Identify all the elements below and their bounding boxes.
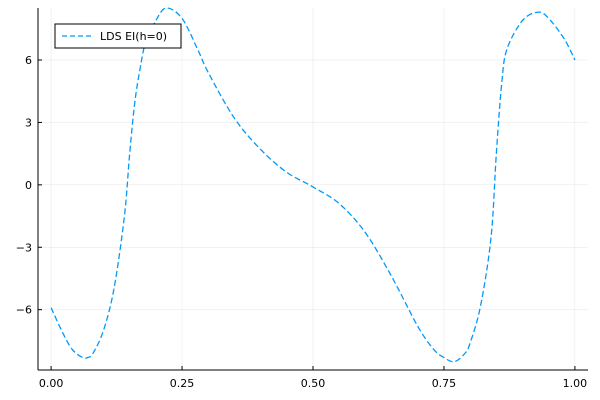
x-tick-labels: 0.00 0.25 0.50 0.75 1.00 bbox=[39, 377, 587, 390]
y-tick-label-1: −3 bbox=[16, 241, 32, 254]
x-tick-label-4: 1.00 bbox=[563, 377, 588, 390]
x-tick-label-2: 0.50 bbox=[301, 377, 326, 390]
legend-label: LDS EI(h=0) bbox=[100, 30, 167, 43]
axes bbox=[37, 8, 588, 371]
series-layer bbox=[50, 7, 576, 363]
grid bbox=[38, 8, 588, 370]
x-tick-label-1: 0.25 bbox=[170, 377, 195, 390]
y-tick-label-3: 3 bbox=[25, 116, 32, 129]
x-tick-label-3: 0.75 bbox=[432, 377, 457, 390]
series-line-0 bbox=[50, 7, 576, 363]
y-tick-label-2: 0 bbox=[25, 179, 32, 192]
legend: LDS EI(h=0) bbox=[54, 23, 182, 49]
legend-box bbox=[54, 23, 182, 49]
y-tick-labels: −6 −3 0 3 6 bbox=[16, 54, 32, 317]
x-tick-label-0: 0.00 bbox=[39, 377, 64, 390]
y-tick-label-4: 6 bbox=[25, 54, 32, 67]
y-tick-label-0: −6 bbox=[16, 304, 32, 317]
